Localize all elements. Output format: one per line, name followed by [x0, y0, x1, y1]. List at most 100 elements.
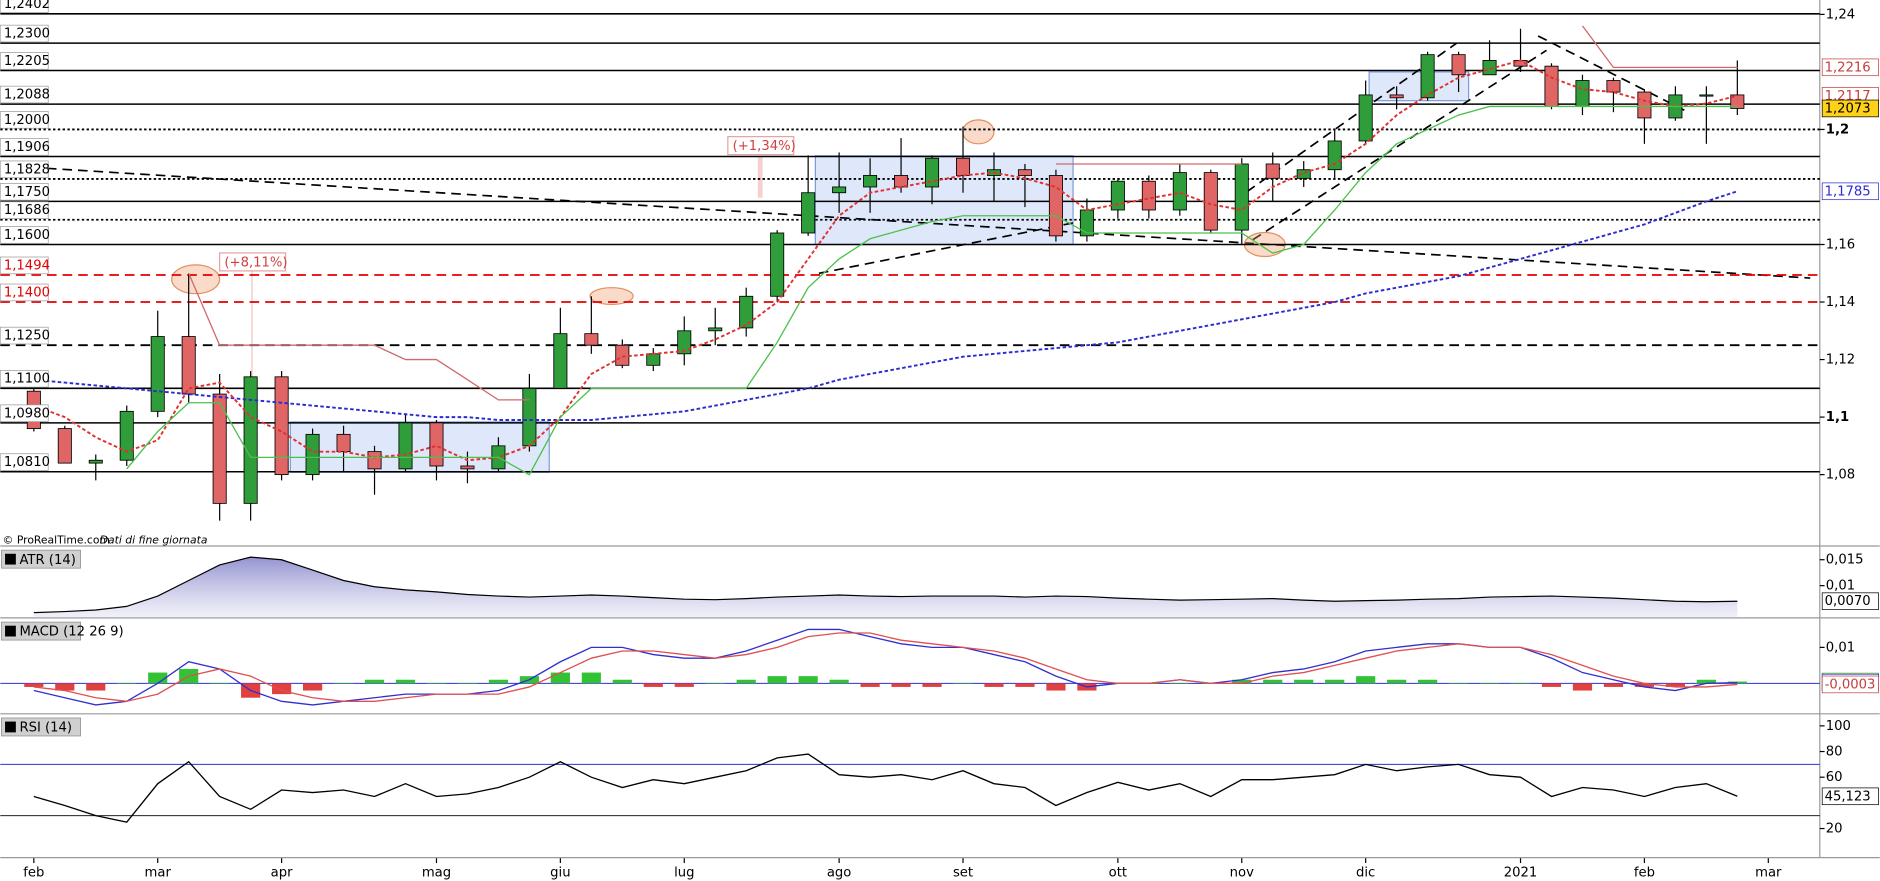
level-label: 1,1686: [4, 203, 50, 218]
histogram-bar: [1510, 683, 1531, 684]
histogram-bar: [1448, 683, 1469, 684]
pane-title-icon: [5, 625, 16, 637]
x-tick-label: mag: [422, 866, 451, 881]
histogram-bar: [1696, 679, 1716, 684]
candle-body: [57, 428, 72, 464]
histogram-bar: [1572, 683, 1593, 691]
candle-body: [708, 327, 723, 332]
histogram-bar: [1479, 683, 1500, 684]
pane-title: RSI (14): [19, 721, 72, 736]
trend-line: [1537, 35, 1685, 112]
x-tick-label: set: [953, 866, 973, 881]
candle-body: [88, 459, 103, 464]
trend-line: [1246, 42, 1458, 193]
histogram-bar: [1387, 679, 1407, 684]
histogram-bar: [457, 683, 478, 684]
candle-body: [1079, 209, 1094, 237]
candle-body: [181, 336, 196, 395]
histogram-bar: [1603, 683, 1624, 687]
histogram-bar: [395, 679, 416, 684]
level-label-box: [0, 160, 49, 179]
trend-line: [1252, 49, 1547, 241]
y-tick-label: 100: [1826, 719, 1851, 734]
x-tick-label: mar: [1755, 866, 1782, 881]
level-label-box: [0, 453, 49, 471]
y-tick-label: 1,16: [1826, 238, 1855, 253]
y-tick-label: 80: [1826, 745, 1843, 760]
candle-body: [677, 330, 692, 355]
histogram-bar: [364, 679, 385, 684]
y-tick-label: 1,08: [1826, 468, 1855, 483]
level-label: 1,1600: [4, 228, 50, 243]
candle-body: [1141, 180, 1156, 211]
level-label-box: [0, 404, 49, 423]
candle-body: [305, 433, 320, 476]
histogram-bar: [1634, 683, 1655, 687]
x-tick-label: mar: [145, 866, 172, 881]
last-value-tag: [1821, 58, 1879, 77]
y-tick-label: 20: [1826, 822, 1843, 837]
x-tick-label: feb: [1634, 866, 1655, 881]
level-label: 1,1494: [4, 258, 50, 273]
last-value-tag: [1821, 182, 1879, 201]
level-label: 1,0810: [4, 455, 50, 470]
series-line: [33, 753, 1738, 823]
series-line: [33, 190, 1738, 421]
y-tick-label: 1,14: [1826, 295, 1855, 310]
level-label: 1,1100: [4, 372, 50, 387]
annotation: (+1,34%): [733, 139, 796, 154]
last-value-label: 45,123: [1825, 789, 1871, 804]
x-tick-label: dic: [1356, 866, 1375, 881]
candle-body: [1544, 65, 1559, 107]
histogram-bar: [674, 683, 694, 687]
candle-body: [1389, 94, 1404, 99]
histogram-bar: [829, 679, 849, 684]
level-label-box: [0, 24, 49, 43]
range-box: [289, 421, 550, 473]
candle-body: [739, 295, 754, 329]
candle-body: [119, 410, 134, 461]
level-label: 1,1906: [4, 140, 50, 155]
series-line: [126, 105, 1738, 476]
candle-body: [646, 353, 661, 366]
candle-body: [770, 232, 785, 297]
candle-body: [1234, 163, 1249, 231]
histogram-bar: [148, 672, 168, 684]
candle-body: [1730, 94, 1745, 109]
last-value-label: 1,1785: [1825, 184, 1871, 199]
atr-line: [33, 556, 1738, 614]
level-label: 1,1250: [4, 329, 50, 344]
level-label-box: [0, 111, 49, 129]
y-tick-label: 1,12: [1826, 353, 1855, 368]
x-tick-label: ott: [1109, 866, 1127, 881]
overlay: (+8,11%) (+1,34%) © ProRealTime.com Dati…: [3, 136, 796, 547]
y-tick-label: 0,015: [1826, 553, 1864, 568]
candle-body: [1358, 94, 1373, 142]
histogram-bar: [1046, 683, 1066, 691]
candle-body: [212, 393, 227, 504]
last-value-label: 0,0070: [1825, 594, 1871, 609]
pane-title-icon: [5, 553, 16, 565]
candle-body: [1203, 172, 1218, 231]
candle-body: [615, 344, 630, 366]
level-label-box: [0, 183, 49, 201]
y-tick-label: 0,01: [1826, 640, 1855, 655]
range-box: [1368, 71, 1470, 102]
candle-body: [1606, 80, 1621, 93]
highlight: [962, 119, 995, 145]
candle-body: [1110, 180, 1125, 211]
last-value-label: -0,0003: [1825, 677, 1876, 692]
candle-body: [832, 186, 847, 194]
highlight: [171, 264, 221, 295]
level-label: 1,2088: [4, 88, 50, 103]
histogram-bar: [643, 683, 663, 687]
series-line: [1581, 25, 1738, 69]
histogram-bar: [333, 683, 354, 684]
annotation-box: [727, 136, 795, 156]
level-label-box: [0, 326, 49, 345]
candle-body: [274, 376, 289, 476]
candle-body: [1265, 163, 1280, 179]
series-line: [188, 273, 530, 401]
